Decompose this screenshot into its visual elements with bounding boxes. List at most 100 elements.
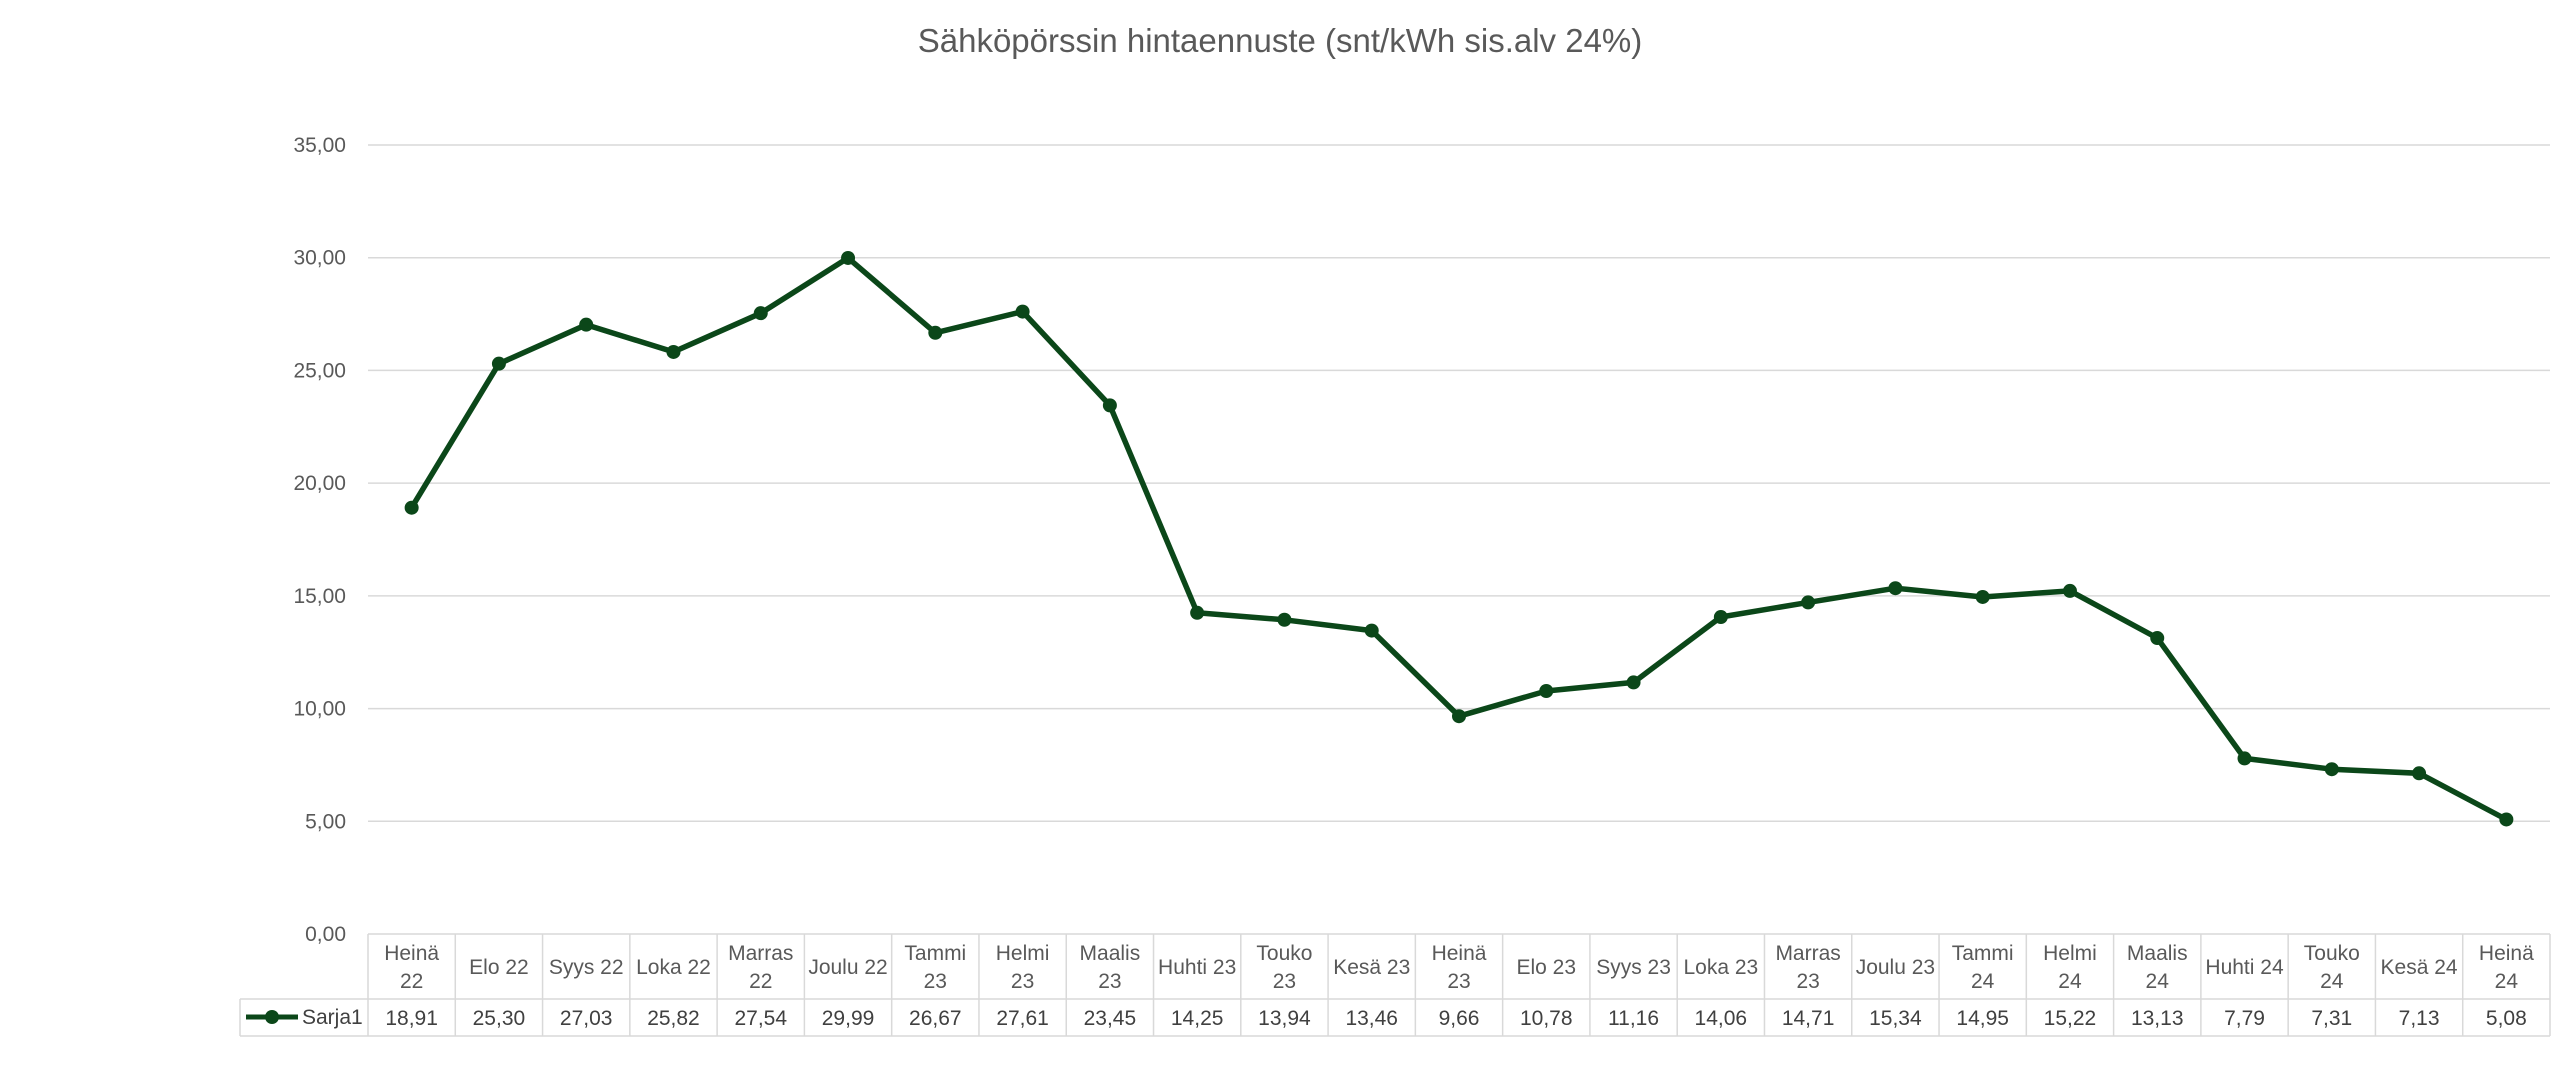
data-label: 13,94	[1258, 1007, 1311, 1030]
data-point	[1713, 610, 1728, 625]
data-label: 23,45	[1084, 1007, 1137, 1030]
x-tick-label: Heinä	[1432, 942, 1487, 965]
x-tick-label: 23	[924, 970, 947, 993]
data-point	[1102, 398, 1117, 413]
data-point	[1539, 683, 1554, 698]
x-tick-label: Maalis	[1080, 942, 1141, 965]
x-tick-label: Kesä 24	[2381, 956, 2458, 979]
x-tick-label: Touko	[2304, 942, 2360, 965]
data-label: 18,91	[385, 1007, 438, 1030]
x-tick-label: Syys 22	[549, 956, 624, 979]
x-tick-label: Loka 23	[1683, 956, 1758, 979]
data-label: 7,79	[2224, 1007, 2265, 1030]
data-point	[579, 317, 594, 332]
x-tick-label: 22	[749, 970, 772, 993]
data-point	[2412, 766, 2427, 781]
data-label: 25,82	[647, 1007, 700, 1030]
data-label: 27,54	[734, 1007, 787, 1030]
x-tick-label: 24	[2058, 970, 2082, 993]
y-axis: 0,00 5,00 10,00 15,00 20,00 25,00 30,00 35,00	[293, 134, 346, 946]
legend-label: Sarja1	[302, 1006, 363, 1029]
data-point	[2324, 762, 2339, 777]
data-point	[2499, 812, 2514, 827]
y-tick-label: 20,00	[293, 472, 346, 495]
x-tick-label: Huhti 23	[1158, 956, 1236, 979]
x-tick-label: Joulu 22	[808, 956, 887, 979]
x-tick-label: 23	[1273, 970, 1296, 993]
x-tick-label: 24	[2495, 970, 2519, 993]
legend-key-marker	[265, 1010, 279, 1024]
x-tick-label: 24	[1971, 970, 1995, 993]
data-table: Heinä 22 Elo 22 Syys 22 Loka 22 Marras 22 Joulu…	[239, 933, 2551, 1037]
x-tick-label: Touko	[1256, 942, 1312, 965]
data-point	[1801, 595, 1816, 610]
x-tick-label: Huhti 24	[2205, 956, 2284, 979]
y-tick-label: 0,00	[305, 923, 346, 946]
x-tick-label: 22	[400, 970, 423, 993]
x-tick-label: Elo 23	[1517, 956, 1577, 979]
gridlines	[368, 144, 2550, 823]
data-label: 7,13	[2399, 1007, 2440, 1030]
x-tick-label: Syys 23	[1596, 956, 1671, 979]
data-point	[1975, 589, 1990, 604]
data-point	[841, 250, 856, 265]
data-point	[404, 500, 419, 515]
data-point	[1364, 623, 1379, 638]
x-tick-label: Marras	[1775, 942, 1840, 965]
data-point	[1277, 612, 1292, 627]
x-tick-label: 23	[1011, 970, 1034, 993]
data-label: 25,30	[473, 1007, 526, 1030]
y-tick-label: 15,00	[293, 585, 346, 608]
data-label: 14,71	[1782, 1007, 1835, 1030]
x-tick-label: 24	[2146, 970, 2170, 993]
x-tick-label: Helmi	[996, 942, 1050, 965]
x-tick-label: Heinä	[384, 942, 439, 965]
y-tick-label: 25,00	[293, 359, 346, 382]
x-tick-label: Loka 22	[636, 956, 711, 979]
data-point	[666, 344, 681, 359]
data-point	[1190, 605, 1205, 620]
chart-title: Sähköpörssin hintaennuste (snt/kWh sis.a…	[918, 22, 1643, 59]
data-label: 15,34	[1869, 1007, 1922, 1030]
x-tick-label: 23	[1447, 970, 1470, 993]
x-tick-label: Elo 22	[469, 956, 529, 979]
data-label: 27,61	[996, 1007, 1049, 1030]
x-tick-label: Helmi	[2043, 942, 2097, 965]
data-point	[753, 306, 768, 321]
x-tick-label: Kesä 23	[1333, 956, 1410, 979]
data-point	[1888, 581, 1903, 596]
data-label: 5,08	[2486, 1007, 2527, 1030]
x-tick-label: Joulu 23	[1856, 956, 1935, 979]
data-label: 7,31	[2311, 1007, 2352, 1030]
x-tick-label: Heinä	[2479, 942, 2534, 965]
data-point	[1452, 709, 1466, 724]
x-tick-label: Tammi	[1952, 942, 2014, 965]
data-label: 9,66	[1439, 1007, 1480, 1030]
x-tick-label: Tammi	[904, 942, 966, 965]
x-tick-label: Maalis	[2127, 942, 2188, 965]
y-tick-label: 35,00	[293, 134, 346, 157]
data-point	[1626, 675, 1641, 690]
data-point	[2150, 631, 2165, 646]
data-label: 26,67	[909, 1007, 962, 1030]
y-tick-label: 10,00	[293, 698, 346, 721]
data-label: 13,46	[1345, 1007, 1398, 1030]
data-point	[2237, 751, 2252, 766]
data-point	[491, 356, 506, 371]
series-line	[408, 255, 2510, 823]
data-point	[1015, 304, 1030, 319]
x-tick-label: 23	[1796, 970, 1819, 993]
x-tick-label: 24	[2320, 970, 2344, 993]
data-label: 14,25	[1171, 1007, 1224, 1030]
series-sarja1	[404, 250, 2514, 827]
x-tick-label: Marras	[728, 942, 793, 965]
data-label: 27,03	[560, 1007, 613, 1030]
data-label: 14,06	[1695, 1007, 1748, 1030]
data-label: 10,78	[1520, 1007, 1573, 1030]
data-label: 29,99	[822, 1007, 875, 1030]
x-tick-label: 23	[1098, 970, 1121, 993]
data-point	[2062, 583, 2077, 598]
data-label: 13,13	[2131, 1007, 2184, 1030]
data-label: 15,22	[2044, 1007, 2097, 1030]
